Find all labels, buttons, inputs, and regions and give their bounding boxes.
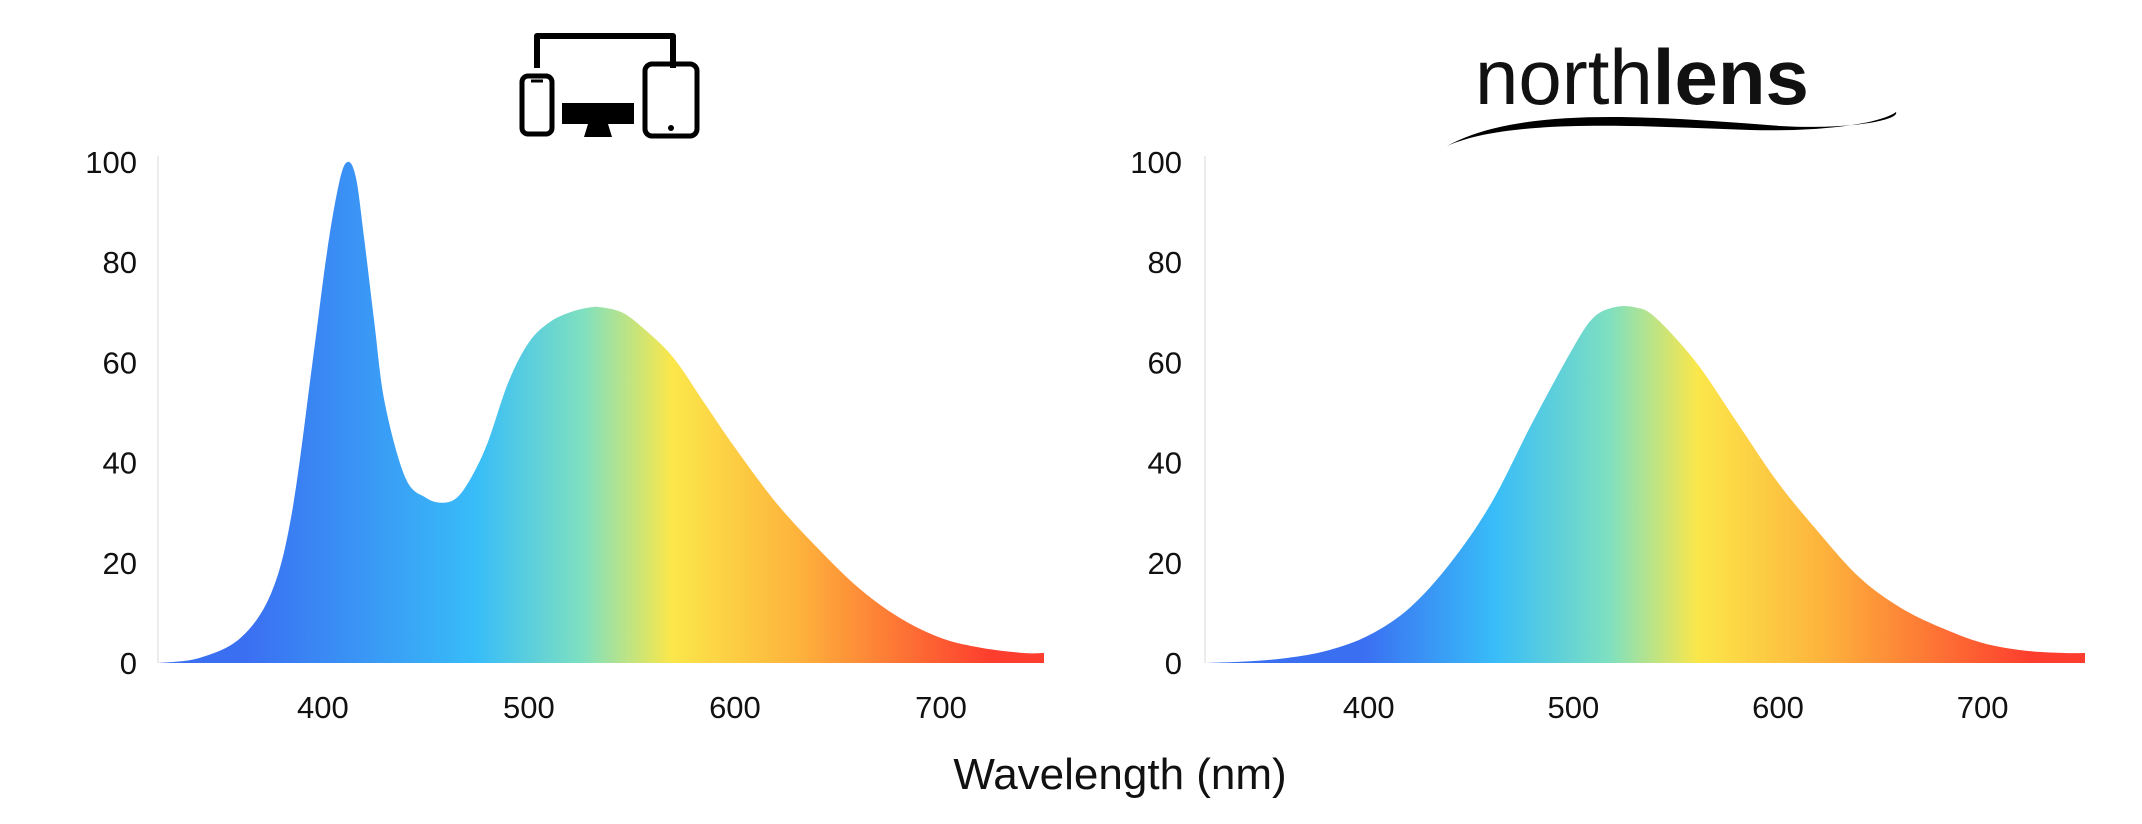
x-tick-label: 600 xyxy=(1752,690,1804,725)
spectrum-area xyxy=(1205,306,2085,663)
logo-text-lens: lens xyxy=(1653,33,1809,121)
y-tick-label: 20 xyxy=(103,546,137,581)
x-tick-label: 500 xyxy=(503,690,555,725)
y-tick-label: 0 xyxy=(120,646,137,681)
chart-panel-device-spectrum: 0 20 40 60 80 100 400 500 600 700 xyxy=(85,145,1044,725)
logo-text-north: north xyxy=(1475,33,1653,121)
y-tick-label: 100 xyxy=(85,145,137,180)
y-tick-label: 80 xyxy=(1148,245,1182,280)
y-tick-label: 100 xyxy=(1130,145,1182,180)
x-axis-title: Wavelength (nm) xyxy=(953,750,1286,799)
y-tick-label: 40 xyxy=(103,446,137,481)
x-tick-label: 400 xyxy=(1343,690,1395,725)
x-tick-label: 400 xyxy=(297,690,349,725)
y-tick-label: 80 xyxy=(103,245,137,280)
northlens-logo: northlens xyxy=(1447,33,1897,146)
x-tick-label: 700 xyxy=(1957,690,2009,725)
y-tick-label: 60 xyxy=(103,345,137,380)
y-tick-label: 60 xyxy=(1148,345,1182,380)
x-tick-label: 700 xyxy=(915,690,967,725)
svg-text:northlens: northlens xyxy=(1475,33,1809,121)
x-tick-label: 600 xyxy=(709,690,761,725)
x-tick-label: 500 xyxy=(1548,690,1600,725)
y-tick-label: 20 xyxy=(1148,546,1182,581)
chart-panel-northlens-spectrum: 0 20 40 60 80 100 400 500 600 700 xyxy=(1130,145,2085,725)
y-tick-label: 40 xyxy=(1148,446,1182,481)
spectrum-area xyxy=(158,161,1044,664)
devices-icon xyxy=(519,33,700,139)
y-tick-label: 0 xyxy=(1165,646,1182,681)
